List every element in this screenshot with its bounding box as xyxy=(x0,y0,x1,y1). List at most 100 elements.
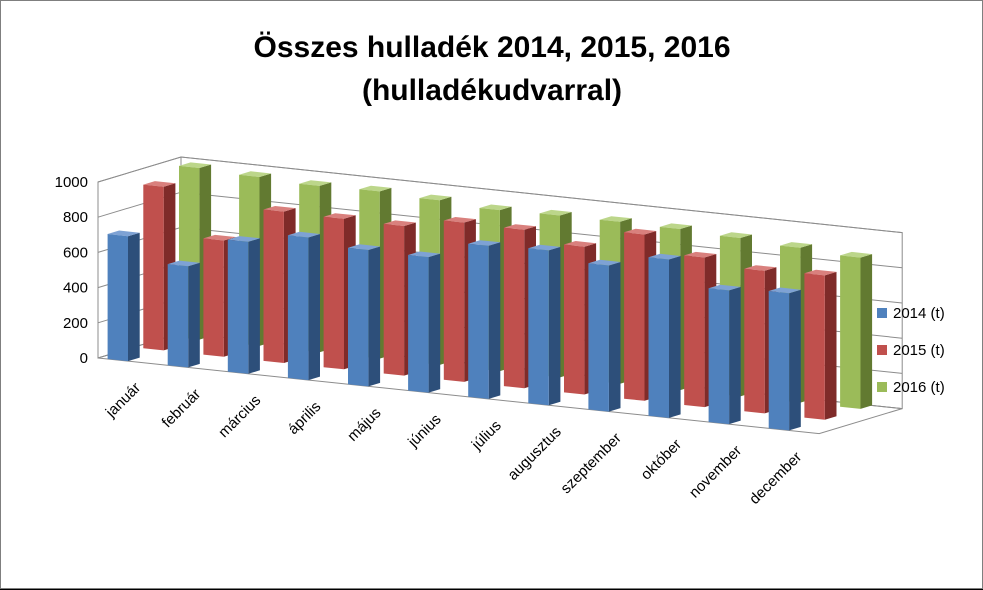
bar-2014-t-m-jus xyxy=(348,244,381,387)
bar-side xyxy=(548,246,561,406)
bar-2014-t-m-rcius xyxy=(227,236,260,374)
bar-2014-t-augusztus xyxy=(528,244,561,406)
bar-2014-t-j-lius xyxy=(468,240,501,399)
bar-top xyxy=(659,223,692,229)
bar-top xyxy=(780,242,813,248)
bar-top xyxy=(528,244,561,251)
bar-front xyxy=(503,227,525,389)
bar-front xyxy=(588,263,609,412)
bar-front xyxy=(648,257,669,418)
x-tick-m-jus: május xyxy=(344,405,384,445)
bar-top xyxy=(107,230,140,237)
y-tick-800: 800 xyxy=(63,209,88,226)
y-tick-400: 400 xyxy=(63,280,88,297)
bar-top xyxy=(239,171,272,177)
bar-front xyxy=(203,238,224,357)
bar-top xyxy=(227,236,260,242)
gridline-1000 xyxy=(97,156,903,234)
bar-side xyxy=(789,289,801,431)
bar-top xyxy=(468,240,501,246)
bar-front xyxy=(744,268,765,414)
bar-top xyxy=(287,231,320,238)
bar-top xyxy=(167,260,200,267)
y-tick-600: 600 xyxy=(63,244,88,261)
bar-top xyxy=(719,232,752,238)
bar-front xyxy=(408,255,429,393)
bar-front xyxy=(443,220,465,382)
bar-top xyxy=(744,265,777,271)
bar-front xyxy=(624,232,645,401)
bar-2014-t-okt-ber xyxy=(648,253,681,418)
bar-2014-t-febru-r xyxy=(167,260,200,368)
bar-side xyxy=(248,238,260,374)
bar-top xyxy=(143,181,176,187)
x-tick-prilis: április xyxy=(285,398,325,438)
legend-label-2014-t: 2014 (t) xyxy=(893,305,945,322)
bar-front xyxy=(383,223,405,376)
bar-front xyxy=(840,255,861,409)
bar-top xyxy=(804,269,837,276)
bar-top xyxy=(479,204,512,211)
bar-side xyxy=(428,253,441,393)
bar-top xyxy=(840,251,873,258)
bar-front xyxy=(708,288,730,425)
bar-top xyxy=(539,209,572,216)
bar-front xyxy=(143,184,164,351)
y-tick-0: 0 xyxy=(80,350,88,367)
bar-top xyxy=(359,185,392,192)
bar-side xyxy=(669,256,681,418)
bar-2014-t-j-nius xyxy=(408,251,441,393)
bar-front xyxy=(287,235,309,381)
bar-side xyxy=(308,234,320,381)
chart-title-line-1: Összes hulladék 2014, 2015, 2016 xyxy=(254,31,731,64)
y-axis-ticks: 0 200 400 600 800 1000 xyxy=(55,174,88,367)
bar-top xyxy=(768,287,801,294)
bar-top xyxy=(348,244,381,250)
bar-front xyxy=(804,273,825,420)
bar-side xyxy=(860,254,873,409)
bars xyxy=(107,162,873,431)
chart-title: Összes hulladék 2014, 2015, 2016 (hullad… xyxy=(254,31,731,107)
x-tick-j-nius: június xyxy=(404,411,444,451)
bar-front xyxy=(768,291,790,431)
bar-top xyxy=(648,253,681,260)
legend-swatch-2015-t xyxy=(877,345,887,355)
bar-front xyxy=(348,247,369,387)
bar-top xyxy=(323,213,356,219)
bar-side xyxy=(488,242,501,399)
legend-label-2016-t: 2016 (t) xyxy=(893,379,945,396)
bar-top xyxy=(588,259,621,266)
bar-top xyxy=(263,206,296,212)
bar-2016-t-december xyxy=(840,251,873,409)
x-tick-febru-r: február xyxy=(159,386,205,432)
bar-2014-t-december xyxy=(768,287,801,431)
bar-top xyxy=(383,220,416,226)
x-tick-augusztus: augusztus xyxy=(504,423,564,483)
x-tick-szeptember: szeptember xyxy=(557,430,624,497)
y-tick-1000: 1000 xyxy=(55,174,88,191)
x-tick-november: november xyxy=(686,442,745,501)
bar-top xyxy=(419,194,452,201)
bar-top xyxy=(624,228,657,235)
bar-front xyxy=(167,264,189,368)
bar-side xyxy=(128,232,140,362)
bar-side xyxy=(368,246,381,387)
bar-front xyxy=(564,244,585,395)
x-tick-j-lius: július xyxy=(468,417,505,454)
bar-top xyxy=(408,251,441,258)
bar-side xyxy=(729,286,741,425)
y-tick-200: 200 xyxy=(63,315,88,332)
bar-top xyxy=(299,180,332,186)
bar-2014-t-prilis xyxy=(287,231,320,381)
bar-front xyxy=(684,255,705,408)
bar-top xyxy=(708,284,741,291)
bar-top xyxy=(203,234,236,241)
bar-front xyxy=(528,248,549,406)
bar-side xyxy=(188,262,200,368)
bar-2015-t-december xyxy=(804,269,837,420)
bar-front xyxy=(468,243,489,399)
legend: 2014 (t) 2015 (t) 2016 (t) xyxy=(877,305,945,396)
chart-title-line-2: (hulladékudvarral) xyxy=(362,74,622,107)
bar-top xyxy=(684,251,717,258)
